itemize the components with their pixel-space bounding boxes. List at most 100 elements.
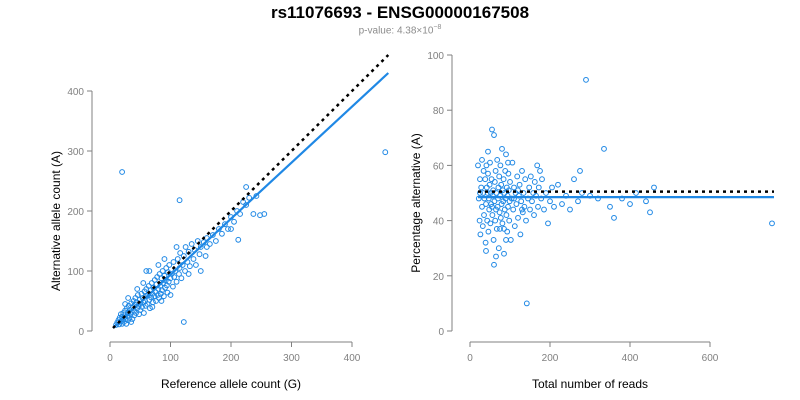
x-tick-label: 100: [162, 353, 179, 364]
y-tick-label: 100: [67, 267, 84, 278]
y-tick-label: 400: [67, 87, 84, 98]
data-point: [158, 298, 165, 304]
y-tick-label: 20: [433, 272, 445, 283]
data-point: [531, 212, 537, 218]
data-point: [146, 268, 153, 274]
data-point: [491, 261, 497, 268]
expected-line: [112, 54, 390, 329]
data-point: [505, 159, 511, 166]
p-value-text: p-value: 4.38×10: [358, 25, 434, 37]
data-point: [519, 206, 525, 213]
data-point: [539, 176, 545, 183]
data-point: [128, 319, 135, 325]
data-point: [579, 190, 585, 196]
y-tick-label: 80: [433, 106, 445, 117]
y-tick-label: 0: [78, 327, 84, 338]
data-point: [491, 132, 497, 138]
data-point: [529, 198, 535, 205]
data-point: [134, 286, 141, 292]
data-point: [505, 170, 512, 177]
data-point: [496, 209, 503, 216]
data-point: [488, 176, 495, 183]
data-point: [480, 168, 487, 174]
data-point: [485, 148, 491, 155]
data-point: [180, 319, 187, 325]
data-point: [153, 298, 159, 304]
data-point: [481, 212, 487, 218]
data-point: [178, 275, 185, 282]
y-axis-label: Percentage alternative (A): [409, 133, 423, 272]
data-point: [489, 212, 496, 218]
data-point: [222, 221, 228, 228]
data-point: [177, 250, 184, 256]
data-point: [504, 228, 511, 235]
data-point: [235, 236, 242, 243]
data-point: [523, 217, 529, 224]
data-point: [497, 162, 504, 169]
y-tick-label: 200: [67, 207, 84, 218]
data-point: [496, 173, 503, 180]
data-point: [243, 184, 250, 190]
data-point: [493, 225, 500, 232]
data-point: [482, 239, 489, 246]
data-point: [577, 168, 583, 174]
data-point: [571, 176, 577, 183]
data-point: [176, 271, 182, 277]
data-point: [171, 274, 178, 280]
data-point: [197, 268, 204, 274]
data-point: [190, 256, 197, 262]
data-point: [155, 262, 162, 268]
data-point: [651, 184, 657, 191]
data-point: [490, 237, 497, 243]
data-point: [486, 181, 493, 188]
data-point: [523, 300, 530, 307]
data-point: [518, 198, 525, 205]
data-point: [492, 217, 499, 224]
x-tick-label: 400: [622, 353, 639, 364]
right-panel: 0 200 400 600 0 20 40 60 80 100 Total number of re…: [409, 51, 775, 391]
data-point: [489, 126, 495, 133]
data-point: [166, 262, 173, 268]
data-point: [483, 201, 489, 207]
data-point: [491, 179, 498, 185]
data-point: [501, 206, 508, 213]
data-point: [483, 184, 490, 191]
data-point: [549, 184, 555, 191]
data-point: [499, 220, 506, 227]
data-point: [479, 156, 485, 163]
data-point: [479, 203, 485, 210]
data-point: [497, 214, 504, 221]
data-point: [499, 145, 505, 152]
chart-title: rs11076693 - ENSG00000167508: [270, 3, 530, 22]
data-point: [159, 268, 166, 274]
y-axis-label: Alternative allele count (A): [49, 151, 63, 291]
data-point: [527, 173, 534, 180]
data-point: [627, 201, 633, 207]
data-point: [219, 230, 225, 237]
data-point: [203, 244, 210, 250]
data-point: [476, 217, 483, 224]
data-point: [551, 203, 557, 210]
data-point: [477, 231, 484, 238]
data-point: [519, 209, 526, 216]
data-point: [495, 245, 502, 252]
data-point: [583, 76, 589, 83]
data-point: [522, 176, 529, 183]
data-point: [494, 203, 501, 210]
data-point: [501, 225, 507, 232]
data-point: [122, 301, 129, 307]
p-value-exponent: −8: [433, 24, 442, 31]
data-point: [520, 190, 527, 196]
data-point: [501, 250, 507, 257]
data-point: [160, 293, 167, 300]
data-point: [607, 203, 613, 210]
data-point: [510, 206, 517, 213]
data-point: [197, 244, 204, 250]
data-point: [497, 225, 503, 232]
data-point: [647, 209, 653, 216]
data-point: [506, 217, 513, 224]
data-point: [182, 244, 189, 250]
data-point: [519, 168, 525, 174]
data-point: [575, 198, 581, 205]
data-point: [567, 206, 573, 213]
